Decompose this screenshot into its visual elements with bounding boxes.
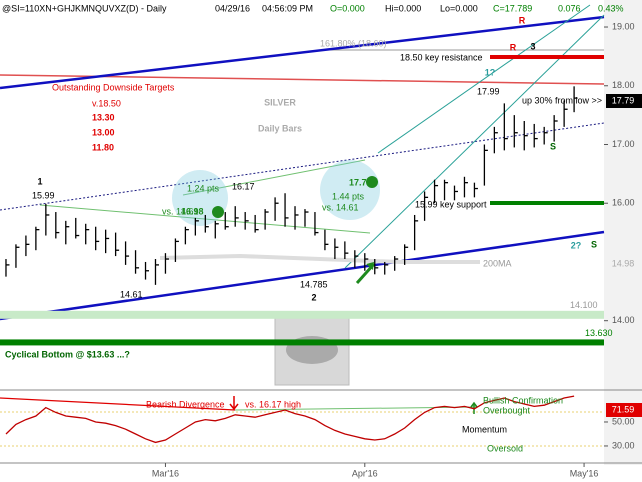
header-text: 04:56:09 PM [262,3,313,13]
annotation: 13.00 [92,127,115,137]
y-tick-label: 16.00 [612,198,635,208]
annotation: 1 [37,176,42,186]
annotation: 1? [485,67,496,77]
y2-tick-label: 50.00 [612,416,635,426]
header-text: @SI=110XN+GHJKMNQUVXZ(D) - Daily [2,3,167,13]
annotation: Overbought [483,405,531,415]
annotation: R [510,42,517,52]
level-label: 14.100 [570,300,598,310]
y-tick-label: 18.00 [612,80,635,90]
annotation: 71.59 [612,404,635,414]
annotation: vs. 14.61 [162,206,199,216]
annotation: Bearish Divergence [146,399,225,409]
y-tick-label: 19.00 [612,21,635,31]
y-tick-label: 14.00 [612,315,635,325]
down-arrow [229,396,239,411]
annotation: 15.99 key support [415,199,487,209]
annotation: 14.785 [300,279,328,289]
annotation: 1.24 pts [187,183,220,193]
annotation: 14.61 [120,289,143,299]
annotation: 16.98 [181,206,204,216]
upper-channel [0,15,605,90]
up-icon [366,176,378,188]
chart-subtitle: Daily Bars [258,123,302,133]
x-tick-label: Apr'16 [352,468,378,478]
x-tick-label: Mar'16 [152,468,179,478]
header-text: 0.076 [558,3,581,13]
header-text: O=0.000 [330,3,365,13]
divergence-line [0,397,236,411]
annotation: 17.73 [349,177,372,187]
annotation: 1.44 pts [332,191,365,201]
arrow-head [366,262,374,270]
header-text: 0.43% [598,3,624,13]
highlight-circle [320,160,380,220]
y2-tick-label: 30.00 [612,440,635,450]
steep-channel-top [377,4,591,154]
y-tick-label: 17.00 [612,139,635,149]
annotation: S [591,239,597,249]
annotation: 14.98 [612,258,635,268]
annotation: Cyclical Bottom @ $13.63 ...? [5,349,130,359]
x-tick-label: May'16 [570,468,599,478]
annotation: 3 [530,41,535,51]
header-text: C=17.789 [493,3,532,13]
annotation: 17.79 [612,95,635,105]
annotation: Oversold [487,443,523,453]
level-band [0,339,604,346]
annotation: 161.80% (18.60) [320,38,387,48]
header-text: Lo=0.000 [440,3,478,13]
annotation: Bullish Confirmation [483,395,563,405]
annotation: vs. 14.61 [322,202,359,212]
annotation: 200MA [483,258,512,268]
annotation: 15.99 [32,190,55,200]
chart-title: SILVER [264,97,296,107]
annotation: vs. 16.17 high [245,399,301,409]
header-text: Hi=0.000 [385,3,421,13]
annotation: 18.50 key resistance [400,52,483,62]
annotation: 13.30 [92,112,115,122]
green-line [182,159,366,196]
annotation: 17.99 [477,86,500,96]
value-box [606,94,642,108]
annotation: 11.80 [92,142,114,152]
level-label: 13.630 [585,328,613,338]
momentum-label: Momentum [462,424,507,434]
annotation: S [550,141,556,151]
level-band [0,310,604,319]
annotation: 2? [571,240,582,250]
ma200-line [159,253,480,264]
value-box [606,403,642,417]
annotation: up 30% from low >> [522,95,602,105]
annotation: v.18.50 [92,98,121,108]
annotation: Outstanding Downside Targets [52,82,175,92]
annotation: 2 [311,292,316,302]
header-text: 04/29/16 [215,3,250,13]
momentum-line [5,395,575,444]
annotation: 16.17 [232,181,255,191]
mid-channel [0,122,605,211]
price-axis-bg [604,0,642,465]
annotation: R [519,15,526,25]
lower-channel [0,230,605,321]
up-icon [212,206,224,218]
